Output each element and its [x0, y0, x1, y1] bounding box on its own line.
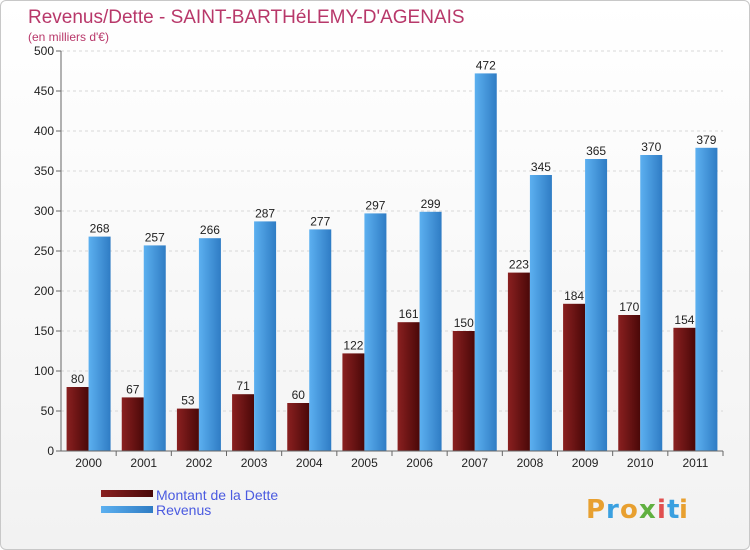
data-label-revenus: 268	[90, 222, 110, 236]
x-tick-label: 2002	[186, 456, 213, 470]
bar-revenus	[309, 229, 332, 451]
bar-revenus	[585, 159, 608, 451]
bar-revenus	[88, 236, 111, 451]
x-tick-label: 2001	[130, 456, 157, 470]
data-label-dette: 67	[126, 382, 140, 396]
bar-dette	[397, 322, 420, 451]
bar-dette	[507, 272, 530, 451]
bar-revenus	[474, 73, 497, 452]
logo-letter: r	[606, 495, 619, 525]
bar-dette	[176, 408, 199, 451]
data-label-revenus: 287	[255, 206, 275, 220]
logo-letter: t	[667, 495, 679, 525]
logo-letter: x	[639, 495, 656, 525]
x-tick-label: 2004	[296, 456, 323, 470]
legend-swatch-revenus	[101, 506, 153, 513]
data-label-revenus: 266	[200, 223, 220, 237]
data-label-dette: 150	[454, 316, 474, 330]
data-label-dette: 161	[399, 307, 419, 321]
x-tick-label: 2009	[572, 456, 599, 470]
data-label-revenus: 379	[696, 133, 716, 147]
bar-revenus	[254, 221, 277, 451]
bar-revenus	[640, 155, 663, 451]
y-tick-label: 350	[34, 164, 54, 178]
x-tick-label: 2003	[241, 456, 268, 470]
logo-letter: o	[620, 495, 638, 525]
bar-revenus	[198, 238, 221, 451]
x-tick-label: 2006	[406, 456, 433, 470]
x-tick-label: 2005	[351, 456, 378, 470]
logo-letter: i	[679, 495, 688, 525]
bar-revenus	[364, 213, 387, 451]
data-label-revenus: 299	[421, 197, 441, 211]
data-label-dette: 122	[343, 338, 363, 352]
bar-dette	[287, 403, 310, 451]
legend-label-dette: Montant de la Dette	[156, 487, 278, 503]
bar-dette	[673, 327, 696, 451]
y-tick-label: 250	[34, 244, 54, 258]
bar-dette	[342, 353, 365, 451]
logo-letter: i	[657, 495, 666, 525]
y-tick-label: 500	[34, 44, 54, 58]
bar-dette	[563, 303, 586, 451]
y-tick-label: 200	[34, 284, 54, 298]
data-label-revenus: 277	[310, 214, 330, 228]
bar-revenus	[419, 211, 442, 451]
data-label-revenus: 365	[586, 144, 606, 158]
data-label-dette: 71	[236, 379, 250, 393]
bar-dette	[618, 315, 641, 451]
y-tick-label: 300	[34, 204, 54, 218]
logo-letter: P	[586, 495, 605, 525]
grid-lines	[61, 50, 723, 452]
bar-dette	[66, 387, 89, 451]
y-tick-label: 50	[41, 404, 55, 418]
data-label-revenus: 345	[531, 160, 551, 174]
y-tick-label: 150	[34, 324, 54, 338]
x-tick-label: 2007	[461, 456, 488, 470]
data-label-revenus: 257	[145, 230, 165, 244]
x-tick-label: 2008	[517, 456, 544, 470]
y-tick-label: 100	[34, 364, 54, 378]
x-tick-label: 2000	[75, 456, 102, 470]
bar-dette	[121, 397, 144, 451]
data-label-revenus: 472	[476, 58, 496, 72]
x-tick-label: 2010	[627, 456, 654, 470]
y-tick-label: 450	[34, 84, 54, 98]
bar-revenus	[143, 245, 166, 451]
bar-revenus	[529, 175, 552, 451]
y-axis-ticks: 0 50 100 150 200 250 300 350 400 450 500	[34, 44, 61, 458]
legend: Montant de la Dette Revenus	[101, 487, 278, 518]
bar-dette	[452, 331, 475, 451]
data-label-dette: 53	[181, 394, 195, 408]
data-label-revenus: 297	[365, 198, 385, 212]
bars: 80 268 67 257 53 266 71 287 60 277 122 297 161 299 150…	[66, 58, 718, 452]
bar-dette	[232, 394, 255, 451]
legend-swatch-dette	[101, 490, 153, 497]
x-tick-label: 2011	[683, 456, 709, 470]
y-tick-label: 0	[47, 444, 54, 458]
data-label-dette: 60	[292, 388, 306, 402]
data-label-dette: 154	[674, 313, 694, 327]
legend-label-revenus: Revenus	[156, 502, 211, 518]
y-tick-label: 400	[34, 124, 54, 138]
data-label-dette: 80	[71, 372, 85, 386]
data-label-dette: 170	[619, 300, 639, 314]
data-label-dette: 184	[564, 289, 584, 303]
chart-title: Revenus/Dette - SAINT-BARTHéLEMY-D'AGENA…	[28, 7, 465, 28]
chart-subtitle: (en milliers d'€)	[28, 30, 109, 44]
data-label-dette: 223	[509, 258, 529, 272]
data-label-revenus: 370	[641, 140, 661, 154]
x-axis-ticks: 2000 2001 2002 2003 2004 2005 2006 2007 2008 2009…	[75, 451, 724, 470]
bar-revenus	[695, 147, 718, 452]
